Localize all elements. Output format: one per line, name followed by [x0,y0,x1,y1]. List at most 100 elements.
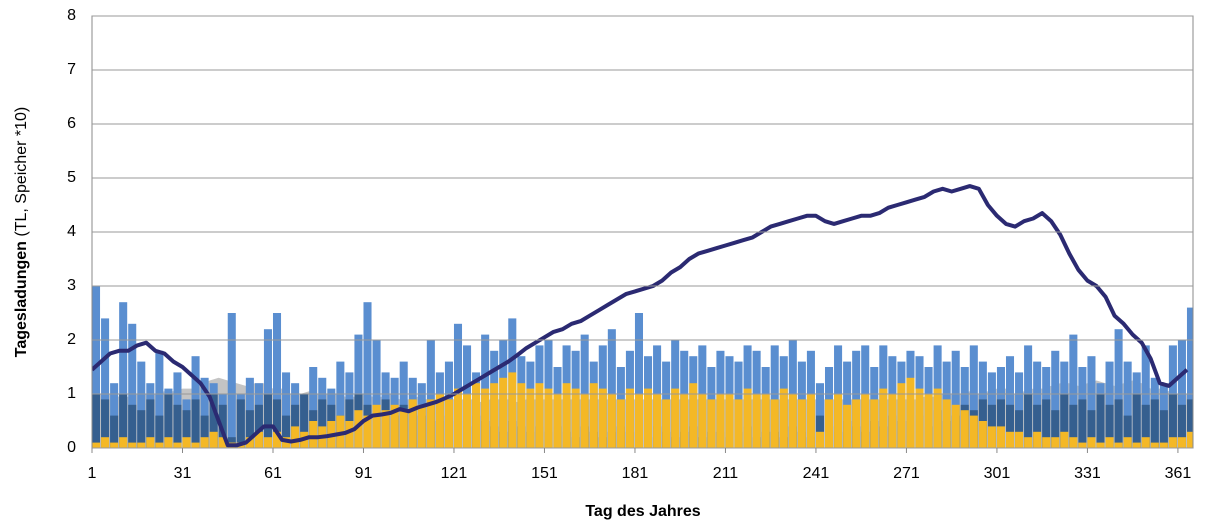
bar [263,394,272,448]
bar [951,350,960,448]
bar [870,399,879,448]
bar [101,318,110,448]
bar [1096,394,1105,448]
bar [110,442,119,448]
bar [924,394,933,448]
bar [1015,431,1024,448]
bar [1060,431,1069,448]
x-tick-label: 331 [1074,465,1101,482]
bar [1005,431,1015,448]
bar [173,404,182,448]
bar [716,394,725,448]
bar [879,388,888,448]
bar [173,442,182,448]
bar [1150,442,1159,448]
bar [987,426,996,448]
bar [463,394,472,448]
bar [182,410,191,448]
bar [318,399,327,448]
bar [535,383,544,448]
bar [1123,415,1132,448]
bar [119,394,128,448]
bar [689,383,698,448]
bar [282,415,291,448]
bar [245,437,254,448]
y-tick-label: 3 [67,277,76,294]
bar [1033,404,1042,448]
bar [1186,307,1193,448]
bar [707,399,716,448]
bar [933,388,942,448]
bar [571,388,580,448]
bar [806,394,815,448]
bar [544,388,553,448]
bar [137,442,146,448]
bar [1096,442,1105,448]
bar [1051,437,1060,448]
bar [1005,404,1015,448]
bar [1033,431,1042,448]
bar [1042,399,1051,448]
bar [363,302,372,448]
bar [164,394,173,448]
bar [1132,442,1141,448]
x-tick-label: 211 [713,465,739,482]
bar [562,383,571,448]
bar [200,377,209,448]
y-tick-label: 5 [67,169,76,186]
bar [915,388,924,448]
bar [390,404,399,448]
bar [345,421,354,448]
bar [834,394,843,448]
bar [426,399,435,448]
bar [598,388,607,448]
y-axis-label-main: Tagesladungen [13,241,30,357]
bar [110,415,119,448]
bar [1123,437,1132,448]
bar [616,399,625,448]
bar [227,313,236,448]
y-axis-label-detail: (TL, Speicher *10) [13,107,30,237]
x-tick-label: 121 [441,465,468,482]
bar [272,399,282,448]
bar [942,399,951,448]
bar [978,421,987,448]
x-tick-label: 181 [622,465,649,482]
bar [128,404,137,448]
y-tick-label: 7 [67,61,76,78]
x-tick-label: 31 [174,465,192,482]
bar [1150,399,1159,448]
bar [969,415,978,448]
bar [363,415,372,448]
x-tick-label: 61 [264,465,282,482]
y-axis-label: Tagesladungen (TL, Speicher *10) [13,107,30,357]
bar [1069,404,1078,448]
bar [155,415,164,448]
bar [960,410,969,448]
bar [272,313,282,448]
bar [843,404,852,448]
bar [1078,442,1087,448]
bar [499,377,508,448]
bar [146,437,155,448]
bar [1114,399,1123,448]
bar [680,394,689,448]
bar [146,399,155,448]
bar [1114,442,1123,448]
bar [399,410,408,448]
bar [1015,410,1024,448]
bar [254,431,263,448]
bar [155,442,164,448]
bar [490,383,499,448]
bar [1042,437,1051,448]
bar [1024,437,1033,448]
bar [1069,437,1078,448]
bar [752,394,761,448]
bar [354,334,363,448]
bar [788,394,797,448]
y-tick-label: 2 [67,331,76,348]
bar [453,323,463,448]
y-tick-label: 6 [67,115,76,132]
bar [797,399,806,448]
bar [164,437,173,448]
